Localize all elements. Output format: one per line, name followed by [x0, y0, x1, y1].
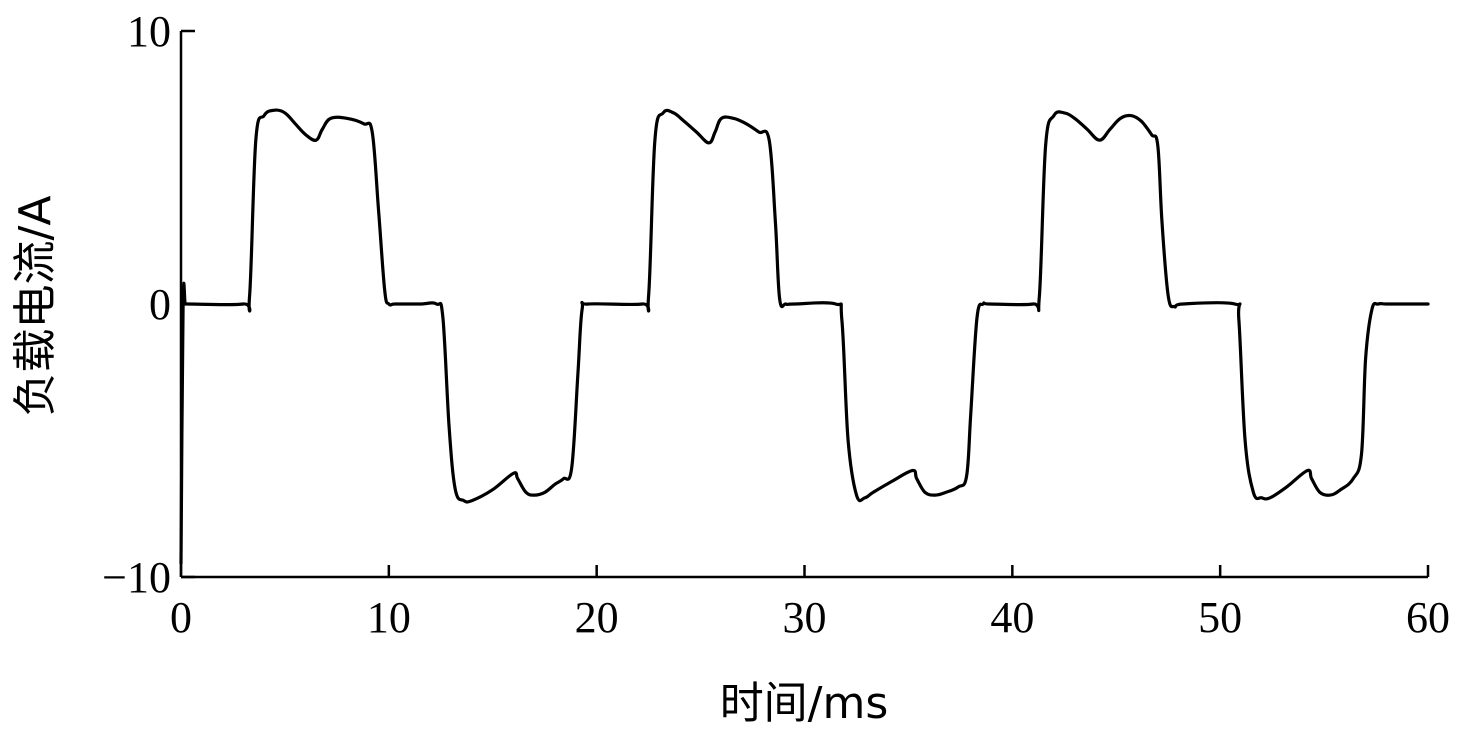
- x-tick-label: 40: [990, 593, 1034, 642]
- y-tick-label: 10: [127, 7, 171, 56]
- x-tick-label: 60: [1406, 593, 1450, 642]
- x-tick-label: 0: [170, 593, 192, 642]
- x-tick-label: 20: [575, 593, 619, 642]
- x-axis-label: 时间/ms: [720, 678, 889, 729]
- y-tick-label: 0: [149, 280, 171, 329]
- x-tick-label: 30: [783, 593, 827, 642]
- y-axis-ticks: 10 0 −10: [102, 7, 195, 602]
- x-tick-label: 10: [367, 593, 411, 642]
- y-tick-label: −10: [102, 553, 171, 602]
- x-tick-label: 50: [1198, 593, 1242, 642]
- x-axis-ticks: 0 10 20 30 40 50 60: [170, 565, 1450, 642]
- series-line: [179, 108, 1430, 565]
- y-axis-label: 负载电流/A: [10, 196, 61, 417]
